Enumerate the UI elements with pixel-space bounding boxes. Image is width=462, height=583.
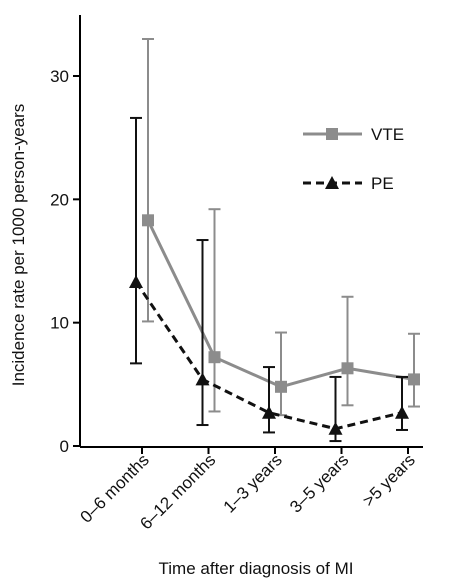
data-point-vte xyxy=(275,380,287,393)
y-axis-label: Incidence rate per 1000 person-years xyxy=(9,104,28,387)
series-line-pe xyxy=(134,281,403,431)
y-axis: 0 10 20 30 xyxy=(50,15,81,456)
plot-area xyxy=(129,38,420,443)
legend: VTE PE xyxy=(303,125,404,193)
data-point-pe xyxy=(328,421,343,435)
data-point-pe xyxy=(195,372,210,386)
y-tick-label: 30 xyxy=(50,67,69,86)
x-tick-label: 3–5 years xyxy=(286,450,352,516)
x-tick-label: 1–3 years xyxy=(220,450,286,516)
data-point-vte xyxy=(142,214,154,227)
data-point-pe xyxy=(129,274,143,288)
y-tick-label: 20 xyxy=(50,190,69,209)
series-pe xyxy=(129,116,409,443)
legend-marker-pe xyxy=(325,176,339,189)
y-tick-label: 0 xyxy=(60,437,69,456)
data-point-pe xyxy=(395,405,409,419)
legend-label-vte: VTE xyxy=(371,125,404,144)
data-point-vte xyxy=(341,362,354,375)
y-tick-label: 10 xyxy=(50,314,69,333)
data-point-pe xyxy=(262,405,276,419)
legend-marker-vte xyxy=(326,128,338,140)
x-axis-label: Time after diagnosis of MI xyxy=(159,559,354,578)
series-vte xyxy=(142,38,420,417)
legend-label-pe: PE xyxy=(371,174,394,193)
data-point-vte xyxy=(208,351,221,364)
x-tick-label: >5 years xyxy=(359,450,419,510)
data-point-vte xyxy=(408,373,420,386)
